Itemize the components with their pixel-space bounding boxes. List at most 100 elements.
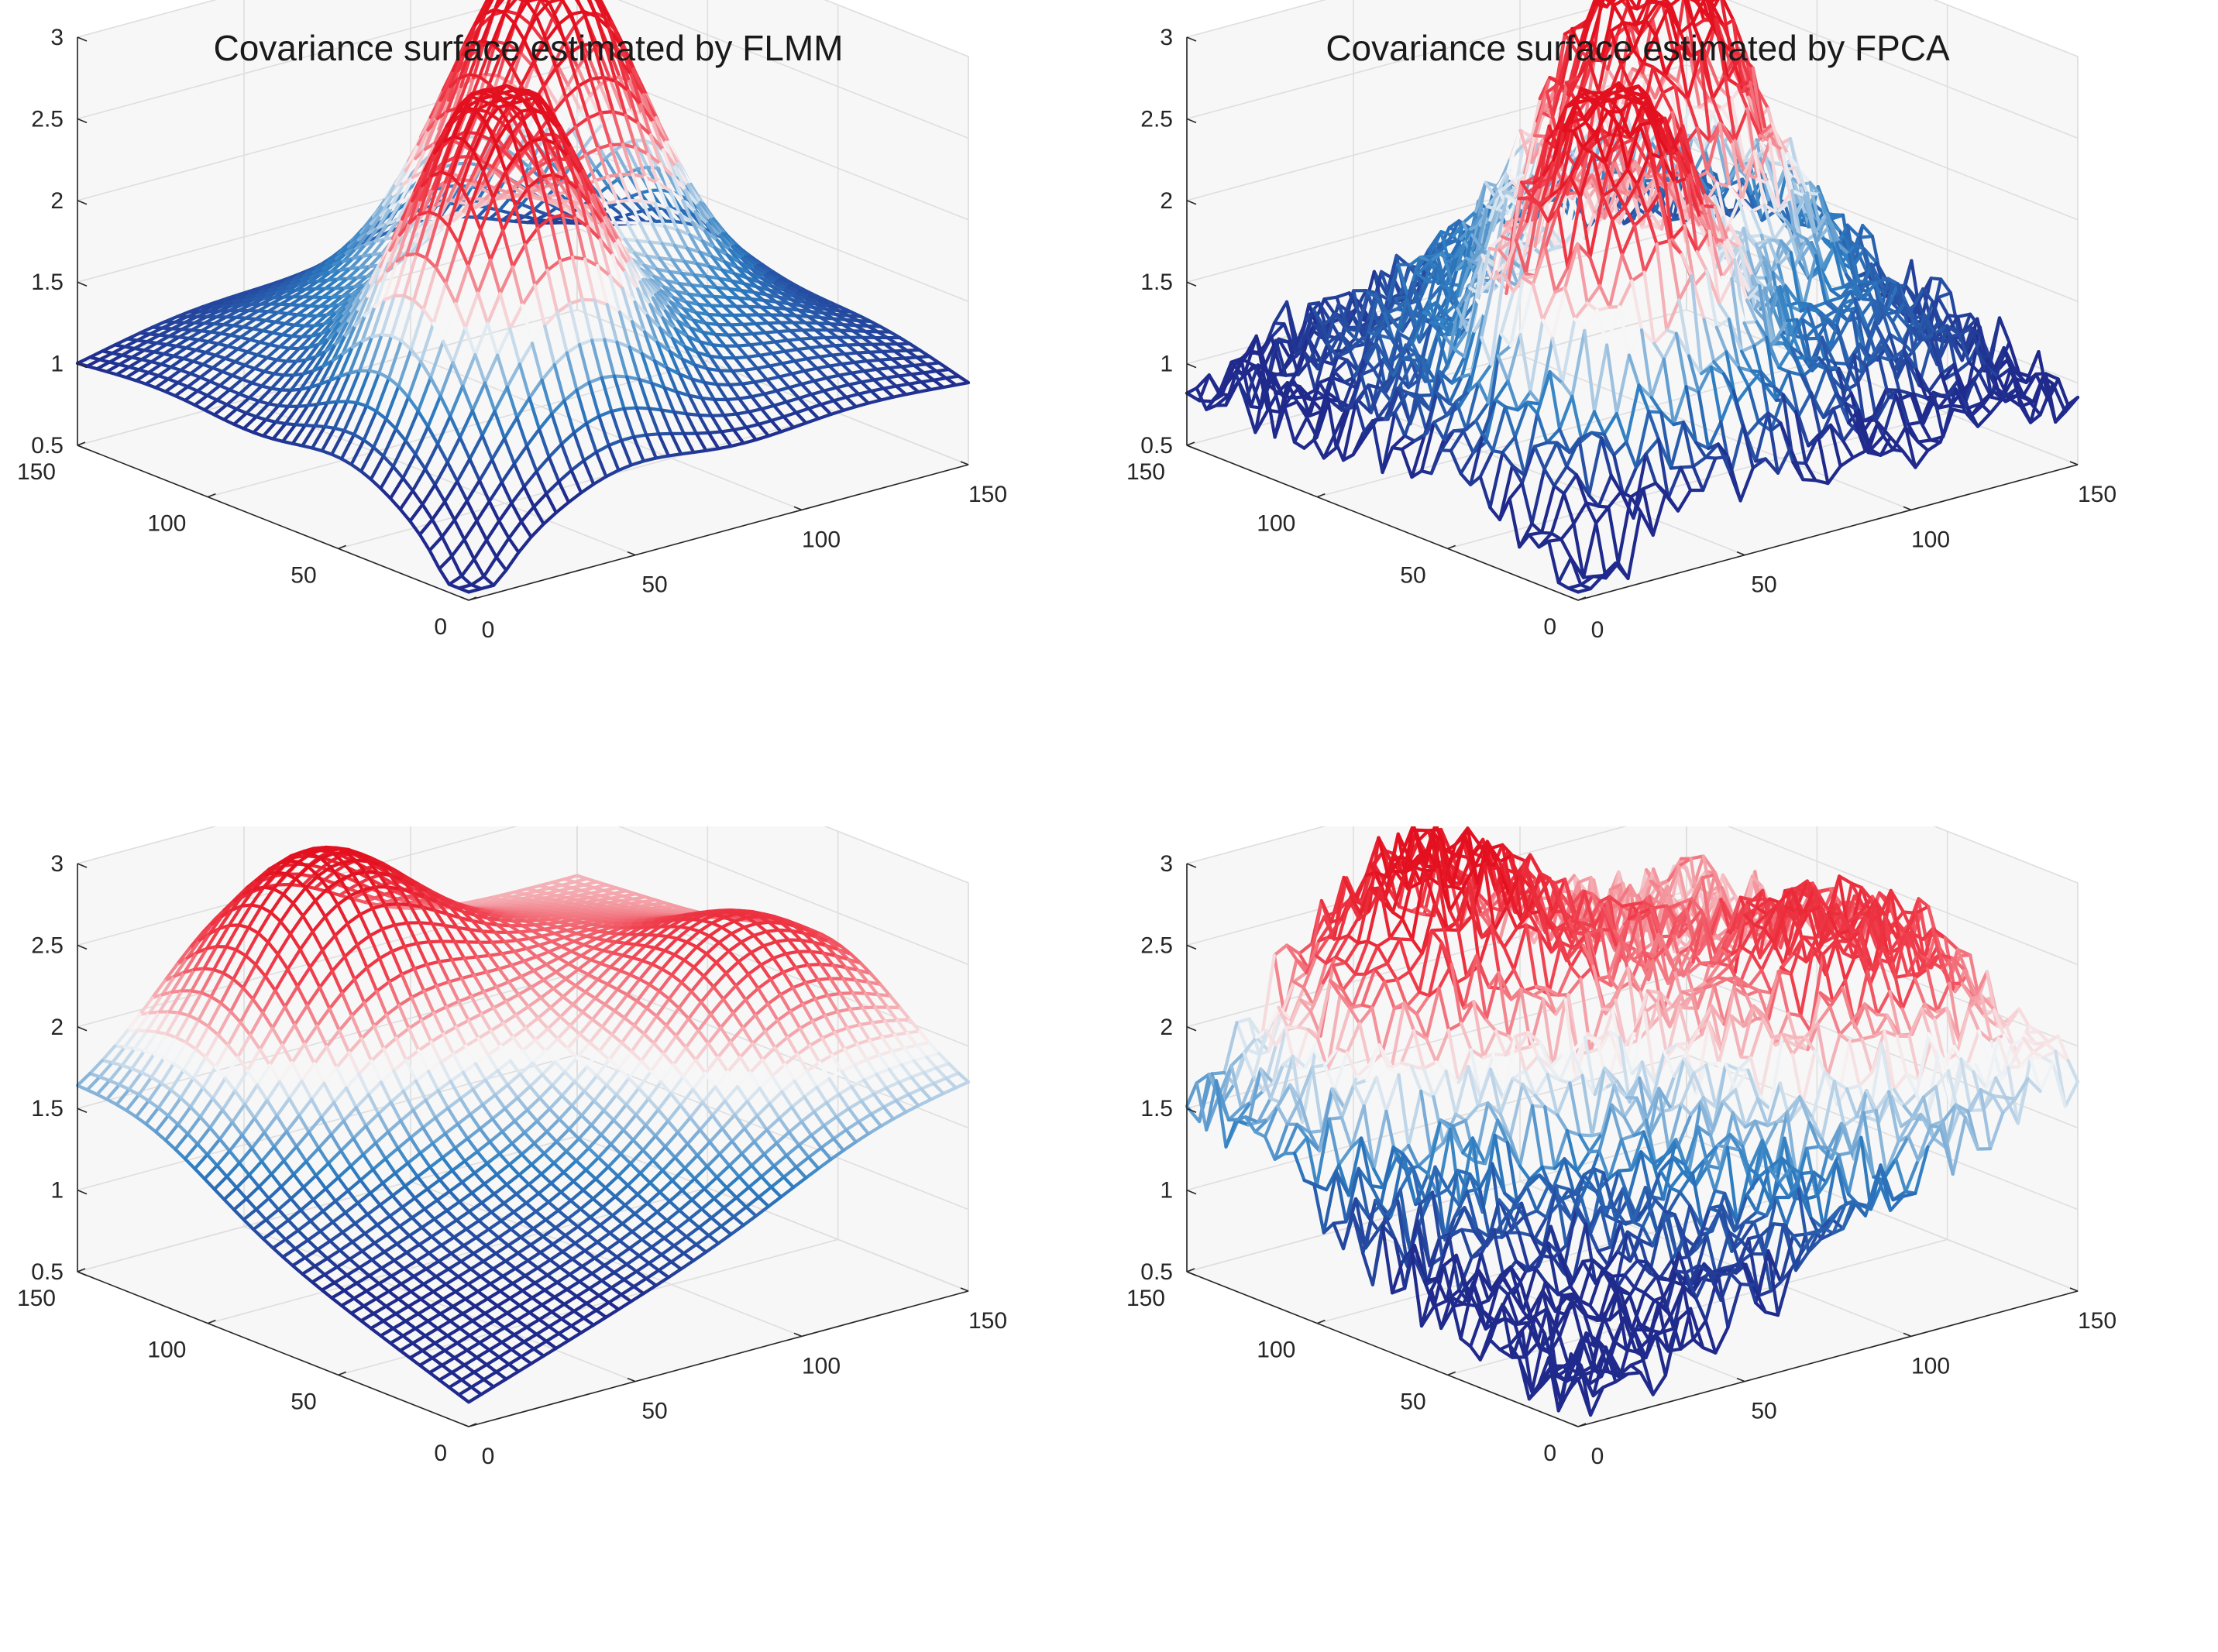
mesh-edge [1660, 0, 1669, 4]
mesh-edge [115, 368, 141, 380]
mesh-edge [727, 383, 754, 400]
mesh-edge [459, 169, 485, 207]
mesh-edge [201, 301, 217, 309]
mesh-edge [1592, 0, 1604, 5]
mesh-edge [540, 378, 566, 416]
mesh-edge [1312, 307, 1338, 328]
mesh-edge [740, 382, 766, 399]
mesh-edge [793, 359, 819, 373]
mesh-edge [781, 276, 794, 286]
mesh-edge [710, 414, 736, 434]
mesh-edge [1604, 0, 1626, 8]
mesh-edge [790, 372, 816, 386]
mesh-edge [715, 383, 741, 402]
mesh-edge [662, 386, 689, 416]
mesh-edge [480, 434, 507, 462]
mesh-edge [675, 390, 701, 417]
mesh-edge [339, 438, 366, 466]
mesh-edge [494, 551, 521, 572]
mesh-edge [397, 360, 423, 400]
mesh-edge [805, 357, 831, 370]
mesh-edge [381, 438, 407, 469]
mesh-edge [461, 381, 487, 413]
mesh-edge [113, 337, 129, 347]
mesh-edge [369, 465, 395, 490]
mesh-edge [894, 384, 920, 397]
mesh-edge [1689, 0, 1698, 4]
mesh-edge [1766, 238, 1793, 267]
mesh-edge [593, 0, 601, 4]
mesh-edge [752, 380, 779, 396]
mesh-edge [261, 421, 287, 441]
mesh-edge [810, 292, 824, 301]
mesh-edge [862, 369, 889, 382]
mesh-edge [522, 38, 548, 64]
mesh-edge [561, 213, 587, 261]
mesh-edge [352, 409, 378, 442]
mesh-edge [1185, 391, 1202, 403]
mesh-edge [504, 170, 530, 208]
mesh-edge [786, 338, 812, 352]
mesh-edge [596, 146, 622, 179]
mesh-edge [693, 362, 719, 386]
mesh-edge [487, 101, 513, 109]
mesh-edge [541, 136, 567, 180]
mesh-edge [446, 203, 473, 246]
mesh-edge [75, 355, 92, 366]
mesh-edge [449, 409, 474, 439]
mesh-edge [452, 108, 478, 142]
mesh-edge [1272, 300, 1289, 325]
mesh-edge [477, 479, 504, 503]
mesh-edge [557, 22, 583, 56]
mesh-edge [505, 385, 531, 420]
mesh-edge [750, 395, 776, 411]
mesh-edge [150, 320, 167, 329]
mesh-edge [772, 404, 798, 419]
mesh-edge [703, 380, 729, 402]
mesh-edge [583, 153, 610, 183]
z-tick-mark [77, 200, 88, 205]
mesh-edge [379, 476, 405, 500]
mesh-edge [579, 43, 605, 81]
mesh-edge [1335, 291, 1351, 299]
mesh-edge [440, 534, 466, 558]
mesh-edge [732, 428, 758, 445]
z-tick-mark [77, 362, 88, 369]
mesh-edge [188, 305, 205, 314]
mesh-edge [589, 77, 615, 115]
mesh-edge [796, 348, 821, 361]
mesh-edge [850, 371, 876, 384]
mesh-edge [898, 335, 912, 345]
mesh-edge [707, 431, 733, 451]
mesh-edge [800, 382, 826, 397]
mesh-edge [183, 393, 209, 407]
mesh-edge [359, 454, 385, 481]
mesh-edge [562, 399, 589, 434]
mesh-edge [611, 110, 638, 149]
mesh-edge [832, 399, 858, 412]
z-tick-mark [77, 281, 88, 287]
mesh-edge [596, 263, 621, 314]
mesh-edge [407, 376, 432, 413]
mesh-edge [449, 149, 476, 189]
mesh-edge [599, 111, 625, 147]
x-tick-label: 100 [802, 527, 841, 552]
mesh-edge [747, 410, 773, 426]
mesh-edge [552, 362, 579, 403]
mesh-edge [834, 386, 861, 399]
mesh-edge [839, 305, 853, 314]
x-tick-label: 150 [968, 482, 1007, 507]
mesh-edge [535, 14, 561, 43]
mesh-edge [484, 121, 511, 146]
x-tick-label: 50 [641, 572, 667, 598]
mesh-edge [521, 303, 547, 345]
mesh-edge [519, 109, 545, 143]
mesh-edge [528, 139, 555, 180]
mesh-edge [622, 407, 648, 439]
mesh-edge [1625, 0, 1650, 27]
mesh-edge [503, 436, 529, 465]
mesh-edge [533, 283, 559, 328]
mesh-edge [1691, 17, 1718, 52]
mesh-edge [844, 395, 871, 409]
mesh-edge [768, 364, 794, 379]
